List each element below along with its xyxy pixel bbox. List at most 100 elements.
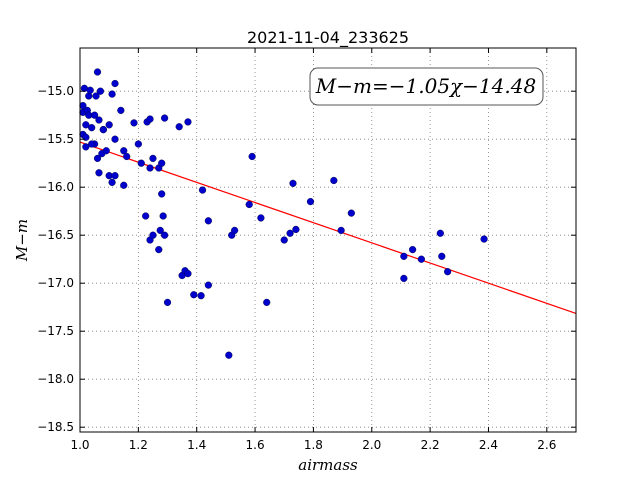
data-point bbox=[120, 147, 128, 155]
plot-frame bbox=[79, 47, 577, 433]
y-axis-label: M−m bbox=[13, 219, 31, 262]
x-tick-label: 1.8 bbox=[304, 438, 323, 452]
data-point bbox=[88, 124, 96, 132]
data-point bbox=[102, 147, 110, 155]
y-tick-label: −18.5 bbox=[37, 420, 74, 434]
data-point bbox=[82, 143, 90, 151]
x-tick-label: 1.4 bbox=[187, 438, 206, 452]
data-point bbox=[347, 209, 355, 217]
data-point bbox=[155, 246, 163, 254]
data-point bbox=[292, 225, 300, 234]
x-tick-label: 1.2 bbox=[129, 438, 148, 452]
points-layer bbox=[79, 68, 488, 359]
data-point bbox=[82, 121, 90, 129]
data-point bbox=[146, 115, 154, 123]
chart-title: 2021-11-04_233625 bbox=[247, 28, 409, 48]
y-tick-label: −17.0 bbox=[37, 276, 74, 290]
data-point bbox=[198, 186, 207, 194]
data-point bbox=[111, 172, 119, 180]
data-point bbox=[438, 252, 446, 260]
annotation-box: M−m=−1.05χ−14.48 bbox=[309, 67, 544, 106]
data-point bbox=[134, 140, 142, 148]
x-tick-label: 2.4 bbox=[479, 438, 498, 452]
data-point bbox=[184, 118, 192, 126]
y-tick-label: −16.5 bbox=[37, 228, 74, 242]
data-point bbox=[156, 226, 164, 235]
data-point bbox=[146, 164, 154, 172]
x-tick-label: 1.6 bbox=[246, 438, 265, 452]
data-point bbox=[96, 87, 105, 95]
fit-layer bbox=[79, 141, 577, 315]
data-point bbox=[204, 281, 212, 289]
data-point bbox=[330, 176, 338, 185]
data-point bbox=[99, 126, 107, 134]
x-tick-label: 2.2 bbox=[421, 438, 440, 452]
y-tick-label: −17.5 bbox=[37, 324, 74, 338]
data-point bbox=[149, 154, 157, 163]
x-tick-label: 2.6 bbox=[537, 438, 556, 452]
data-point bbox=[158, 159, 166, 167]
data-point bbox=[108, 178, 116, 187]
data-point bbox=[92, 92, 100, 100]
data-point bbox=[280, 236, 288, 244]
data-point bbox=[161, 231, 169, 239]
data-point bbox=[108, 90, 116, 98]
data-point bbox=[123, 152, 131, 161]
fit-line bbox=[79, 141, 577, 315]
x-tick-label: 1.0 bbox=[70, 438, 89, 452]
data-point bbox=[400, 252, 408, 260]
data-point bbox=[105, 121, 113, 129]
data-point bbox=[175, 123, 183, 131]
data-point bbox=[480, 235, 488, 243]
data-point bbox=[286, 229, 294, 237]
ticks-layer: 1.0 1.2 1.4 1.6 1.8 2.0 2.2 2.4 2.6 −15.0 −15.5 −16… bbox=[37, 48, 576, 452]
data-point bbox=[95, 116, 103, 124]
data-point bbox=[149, 231, 157, 239]
x-tick-label: 2.0 bbox=[362, 438, 381, 452]
data-point bbox=[158, 190, 166, 198]
annotation-box-frame bbox=[309, 67, 544, 106]
data-point bbox=[184, 270, 192, 278]
data-point bbox=[93, 154, 102, 163]
data-point bbox=[159, 212, 167, 220]
data-point bbox=[117, 106, 125, 115]
y-tick-label: −15.5 bbox=[37, 132, 74, 146]
data-point bbox=[88, 140, 96, 148]
data-point bbox=[79, 101, 87, 110]
data-point bbox=[289, 179, 297, 187]
data-point bbox=[93, 68, 102, 76]
y-tick-label: −16.0 bbox=[37, 180, 74, 194]
data-point bbox=[337, 226, 345, 235]
data-point bbox=[417, 255, 425, 263]
data-point bbox=[197, 292, 205, 300]
data-point bbox=[142, 212, 150, 220]
data-point bbox=[225, 351, 233, 359]
data-point bbox=[248, 152, 256, 161]
data-point bbox=[163, 298, 172, 307]
data-point bbox=[436, 229, 444, 237]
data-point bbox=[120, 181, 128, 189]
data-point bbox=[400, 274, 408, 283]
data-point bbox=[161, 114, 169, 122]
data-point bbox=[130, 119, 138, 127]
annotation-text: M−m=−1.05χ−14.48 bbox=[315, 74, 536, 98]
data-point bbox=[306, 198, 315, 206]
data-point bbox=[257, 214, 265, 222]
data-point bbox=[231, 226, 239, 235]
data-point bbox=[245, 200, 253, 209]
data-point bbox=[111, 79, 119, 88]
data-point bbox=[204, 217, 212, 225]
y-tick-label: −18.0 bbox=[37, 372, 74, 386]
y-tick-label: −15.0 bbox=[37, 84, 74, 98]
data-point bbox=[111, 135, 119, 143]
data-point bbox=[263, 298, 271, 307]
data-point bbox=[90, 111, 99, 119]
data-point bbox=[409, 246, 417, 254]
x-axis-label: airmass bbox=[298, 456, 358, 474]
data-point bbox=[190, 291, 198, 299]
data-point bbox=[137, 159, 145, 167]
data-point bbox=[444, 268, 452, 276]
data-point bbox=[86, 86, 94, 94]
data-point bbox=[95, 169, 103, 177]
